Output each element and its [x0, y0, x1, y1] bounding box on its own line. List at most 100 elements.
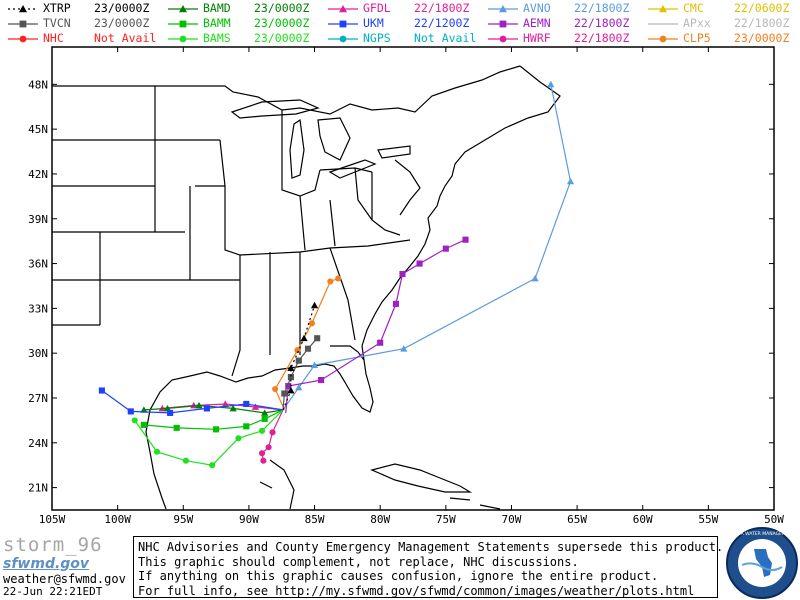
lon-tick-label: 50W — [764, 513, 784, 526]
track-point-xtrp — [300, 334, 308, 342]
track-ukm — [101, 390, 284, 414]
legend-model-code: UKM — [363, 16, 384, 30]
legend-marker — [499, 5, 507, 13]
legend-item-tvcn: TVCN 23/0000Z — [6, 17, 164, 31]
legend-marker — [499, 20, 507, 28]
lat-tick-label: 45N — [28, 123, 48, 136]
track-point-hwrf — [258, 450, 266, 457]
legend-item-bamm: BAMM 23/0000Z — [166, 17, 324, 31]
legend-model-code: TVCN — [43, 16, 71, 30]
legend-model-time: 23/0000Z — [254, 31, 310, 45]
track-point-aemn — [416, 260, 423, 267]
legend-model-code: NHC — [43, 31, 64, 45]
lon-tick-label: 55W — [698, 513, 718, 526]
legend-model-time: Not Avail — [94, 31, 157, 45]
legend-model-code: CLP5 — [683, 31, 711, 45]
legend-item-aemn: AEMN 22/1800Z — [486, 17, 644, 31]
lat-tick-label: 36N — [28, 258, 48, 271]
legend-symbol-ukm — [328, 20, 358, 28]
track-point-avno — [310, 361, 319, 369]
legend-model-time: 22/1800Z — [414, 1, 470, 15]
track-point-bams — [153, 448, 161, 455]
legend-marker — [659, 5, 667, 13]
track-point-xtrp — [287, 364, 295, 371]
legend-model-time: 23/0000Z — [94, 1, 150, 15]
legend-symbol-bams — [168, 35, 198, 43]
track-point-avno — [531, 274, 539, 282]
legend-marker — [179, 35, 187, 43]
track-point-bams — [182, 457, 189, 464]
track-point-hwrf — [265, 444, 272, 451]
track-point-bamd — [229, 404, 237, 412]
disclaimer-line: This graphic should complement, not repl… — [138, 554, 579, 569]
legend-item-xtrp: XTRP 23/0000Z — [6, 2, 164, 16]
legend-item-avno: AVNO 22/1800Z — [486, 2, 644, 16]
legend-symbol-cmc — [648, 5, 678, 13]
track-point-gfdl — [158, 404, 166, 412]
legend-item-ngps: NGPS Not Avail — [326, 32, 484, 46]
legend-symbol-xtrp — [8, 5, 38, 13]
east-coast — [145, 65, 561, 510]
lake-superior — [230, 99, 320, 119]
lake-ontario — [377, 145, 411, 159]
track-point-ukm — [243, 400, 250, 408]
lake-michigan — [289, 118, 305, 179]
legend-marker — [19, 20, 27, 28]
legend-symbol-apxx — [648, 23, 678, 25]
track-point-aemn — [399, 270, 406, 278]
track-point-ukm — [203, 405, 210, 412]
track-point-clp5 — [308, 320, 315, 327]
lake-huron — [317, 117, 351, 161]
track-point-ukm — [167, 409, 174, 416]
track-point-bams — [258, 427, 266, 434]
legend-marker — [339, 5, 347, 13]
legend-model-time: 22/1200Z — [414, 16, 470, 30]
track-point-avno — [400, 345, 408, 352]
lon-tick-label: 90W — [239, 513, 259, 526]
legend-model-code: BAMS — [203, 31, 231, 45]
legend-model-code: BAMM — [203, 16, 231, 30]
lon-tick-label: 70W — [502, 513, 522, 526]
lat-tick-label: 39N — [28, 213, 48, 226]
legend-model-time: 22/1800Z — [734, 16, 790, 30]
lake-erie — [328, 159, 377, 179]
lat-tick-label: 24N — [28, 437, 48, 450]
legend-model-time: 23/0000Z — [94, 16, 150, 30]
legend-item-hwrf: HWRF 22/1800Z — [486, 32, 644, 46]
track-bamm — [143, 409, 284, 430]
legend-model-code: XTRP — [43, 1, 71, 15]
legend-marker — [179, 5, 187, 13]
legend-item-bams: BAMS 23/0000Z — [166, 32, 324, 46]
legend-marker — [19, 35, 27, 43]
us-canada-border — [52, 65, 521, 115]
track-point-gfdl — [221, 400, 229, 407]
track-point-clp5 — [335, 275, 342, 282]
sfwmd-logo: sfwmd.gov — [3, 556, 90, 572]
model-tracks — [98, 80, 575, 469]
track-point-tvcn — [304, 345, 312, 352]
legend-item-nhc: NHC Not Avail — [6, 32, 164, 46]
legend-model-code: AVNO — [523, 1, 551, 15]
track-point-aemn — [442, 245, 449, 252]
track-point-aemn — [392, 300, 399, 307]
legend-symbol-bamm — [168, 20, 198, 28]
coastline-borders — [52, 65, 561, 510]
disclaimer-line: For full info, see http://my.sfwmd.gov/s… — [138, 583, 695, 598]
legend-model-time: 22/1800Z — [574, 16, 630, 30]
legend-symbol-avno — [488, 5, 518, 13]
disclaimer-box: NHC Advisories and County Emergency Mana… — [133, 536, 723, 598]
lat-tick-label: 33N — [28, 302, 48, 315]
track-point-bamm — [261, 415, 268, 422]
legend-model-time: 22/0600Z — [734, 1, 790, 15]
lat-tick-label: 42N — [28, 168, 48, 181]
axis-labels: 48N 45N 42N 39N 36N 33N 30N 27N 24N 21N 105W 100W 95… — [28, 47, 784, 526]
legend-symbol-hwrf — [488, 35, 518, 43]
legend-symbol-nhc — [8, 35, 38, 43]
legend-model-time: Not Avail — [414, 31, 477, 45]
track-point-bamd — [195, 401, 203, 409]
track-point-aemn — [318, 377, 325, 384]
lat-tick-label: 30N — [28, 347, 48, 360]
legend-symbol-clp5 — [648, 35, 678, 43]
legend-marker — [339, 20, 347, 28]
